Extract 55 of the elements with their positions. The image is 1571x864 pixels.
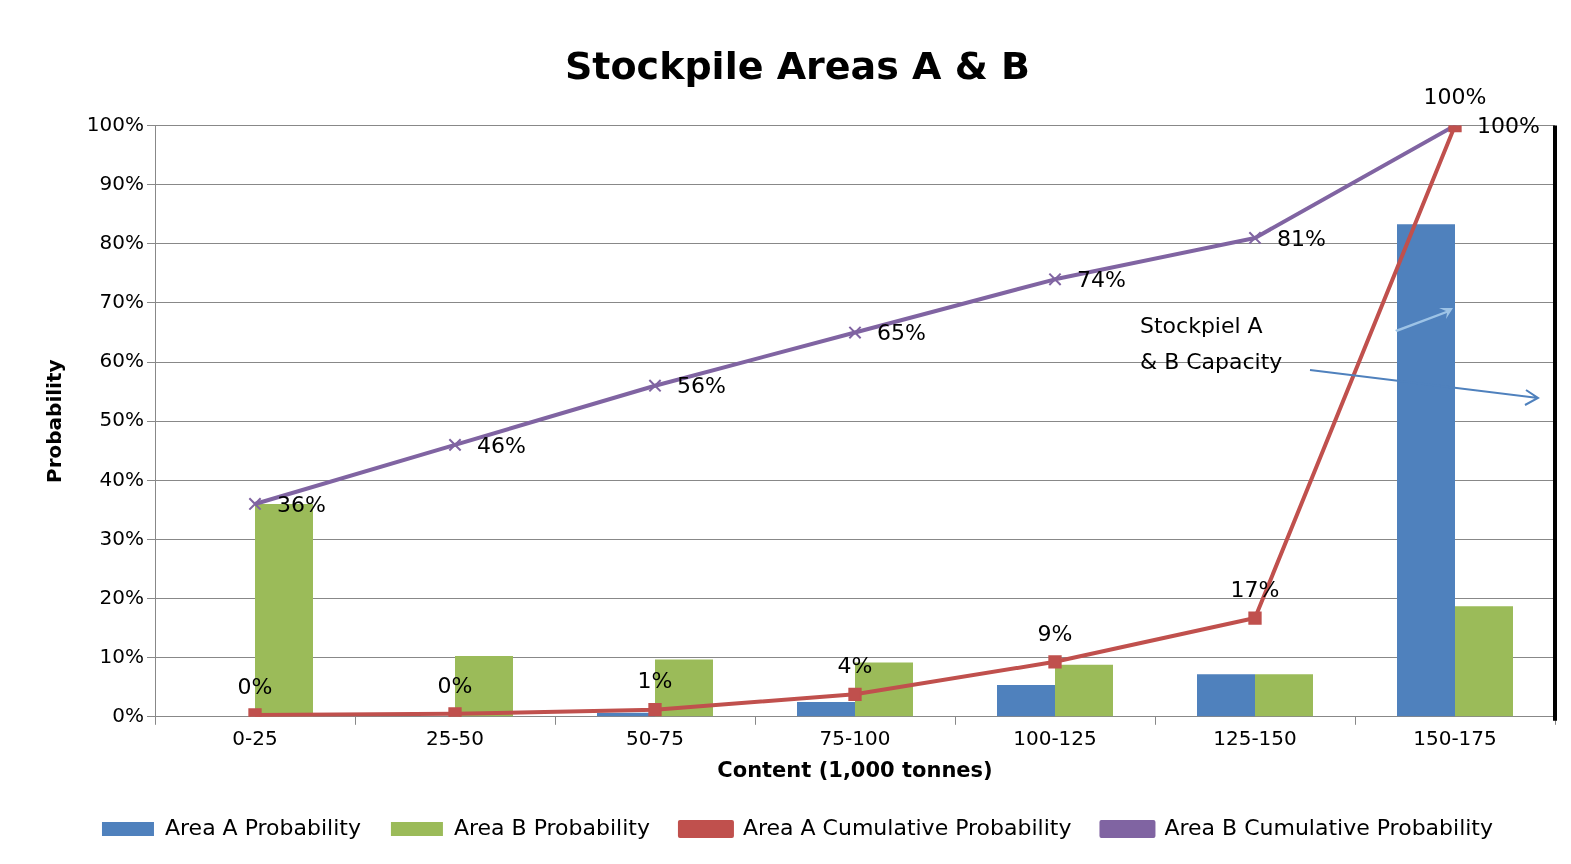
data-label: 100% — [1423, 84, 1487, 110]
data-label: 9% — [1037, 620, 1073, 646]
data-label: 0% — [237, 673, 273, 699]
y-tick-label: 90% — [99, 170, 144, 195]
y-tick-label: 10% — [99, 643, 144, 668]
y-tick-label: 30% — [99, 525, 144, 550]
data-label: 0% — [437, 672, 473, 698]
point — [648, 703, 662, 717]
point — [848, 325, 862, 340]
x-tick-label: 0-25 — [232, 726, 278, 750]
bar — [1197, 674, 1255, 717]
data-label: 56% — [677, 373, 726, 399]
data-label: 46% — [477, 432, 526, 458]
y-tick-label: 0% — [112, 703, 144, 727]
x-tick-label: 150-175 — [1413, 726, 1497, 750]
point — [248, 497, 262, 511]
y-tick-label: 40% — [99, 466, 144, 491]
bar — [797, 702, 855, 717]
legend-label: Area B Cumulative Probability — [1164, 814, 1494, 840]
bar — [1455, 606, 1513, 717]
y-tick-label: 70% — [99, 289, 144, 314]
y-axis-title: Probability — [42, 359, 67, 483]
data-label: 81% — [1277, 225, 1326, 251]
point — [848, 687, 862, 701]
data-label: 74% — [1077, 267, 1126, 293]
x-tick-label: 50-75 — [625, 726, 685, 750]
bar — [1397, 224, 1455, 717]
point — [448, 707, 462, 717]
bar — [1255, 674, 1313, 717]
y-tick-label: 60% — [99, 348, 144, 373]
point — [1048, 272, 1062, 286]
point — [448, 438, 462, 452]
x-tick-label: 125-150 — [1213, 726, 1297, 750]
legend-label: Area A Cumulative Probability — [742, 814, 1072, 840]
annotation: Stockpiel A & B Capacity — [1140, 312, 1283, 376]
legend-label: Area A Probability — [164, 814, 361, 840]
x-tick-label: 100-125 — [1013, 726, 1097, 750]
bar — [997, 684, 1055, 717]
y-tick-label: 80% — [99, 230, 144, 255]
data-label: 65% — [877, 320, 926, 346]
y-tick-label: 50% — [99, 407, 144, 432]
chart-title: Stockpile Areas A & B — [564, 43, 1031, 88]
y-tick-label: 20% — [99, 584, 144, 609]
point — [648, 379, 662, 393]
data-label: 100% — [1477, 113, 1540, 139]
x-tick-label: 25-50 — [425, 726, 485, 750]
x-axis-title: Content (1,000 tonnes) — [717, 757, 993, 782]
point — [1048, 655, 1062, 669]
data-label: 4% — [837, 653, 873, 679]
bar — [1055, 664, 1113, 717]
x-tick-label: 75-100 — [819, 726, 891, 750]
point — [1248, 611, 1262, 625]
y-tick-label: 100% — [86, 111, 144, 136]
legend-label: Area B Probability — [453, 814, 650, 840]
point — [1248, 231, 1262, 245]
